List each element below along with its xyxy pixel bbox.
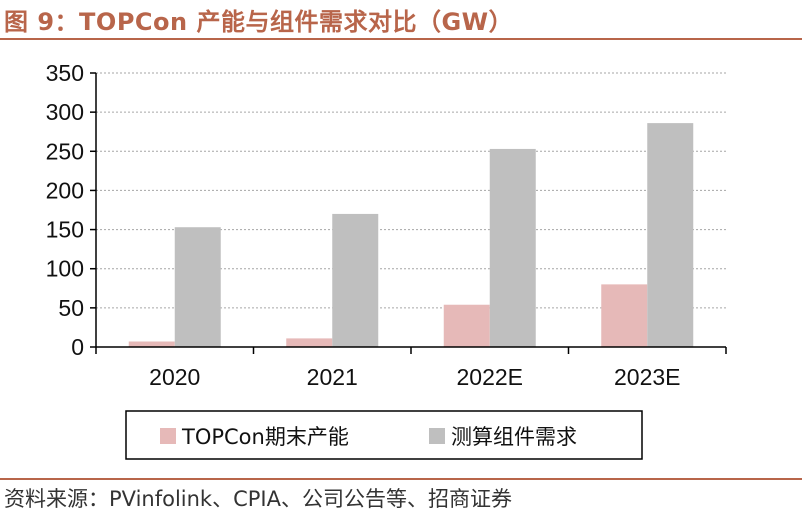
bar-topcon-capacity [286, 338, 333, 347]
bar-topcon-capacity [128, 341, 175, 347]
y-tick-label: 50 [58, 295, 84, 321]
x-tick-label: 2020 [149, 364, 200, 390]
y-tick-label: 200 [46, 177, 84, 203]
x-tick-label: 2023E [614, 364, 681, 390]
source-divider [0, 478, 802, 480]
y-tick-label: 150 [46, 217, 84, 243]
legend-label: 测算组件需求 [451, 425, 577, 449]
y-tick-label: 250 [46, 138, 84, 164]
tick-labels: 0 50 100 150 200 250 300 350 2020 2021 2022E 2023E [46, 60, 681, 390]
bar-topcon-capacity [443, 304, 490, 347]
title-divider [0, 38, 802, 40]
y-tick-label: 0 [71, 334, 84, 360]
legend-swatch [429, 428, 445, 444]
source-note: 资料来源：PVinfolink、CPIA、公司公告等、招商证券 [4, 487, 512, 511]
axes [90, 72, 727, 354]
y-tick-label: 350 [46, 60, 84, 86]
bar-topcon-capacity [601, 284, 648, 347]
x-tick-label: 2022E [456, 364, 523, 390]
legend-label: TOPCon期末产能 [181, 425, 349, 449]
bar-module-demand [174, 227, 221, 347]
bar-module-demand [489, 148, 536, 347]
y-tick-label: 300 [46, 99, 84, 125]
bar-module-demand [647, 123, 694, 347]
legend-box [125, 410, 643, 460]
bar-module-demand [332, 213, 379, 347]
legend: TOPCon期末产能 测算组件需求 [125, 410, 643, 460]
figure-title: 图 9：TOPCon 产能与组件需求对比（GW） [4, 8, 514, 36]
legend-swatch [160, 428, 176, 444]
x-tick-label: 2021 [307, 364, 358, 390]
bars [128, 123, 694, 347]
y-tick-label: 100 [46, 256, 84, 282]
